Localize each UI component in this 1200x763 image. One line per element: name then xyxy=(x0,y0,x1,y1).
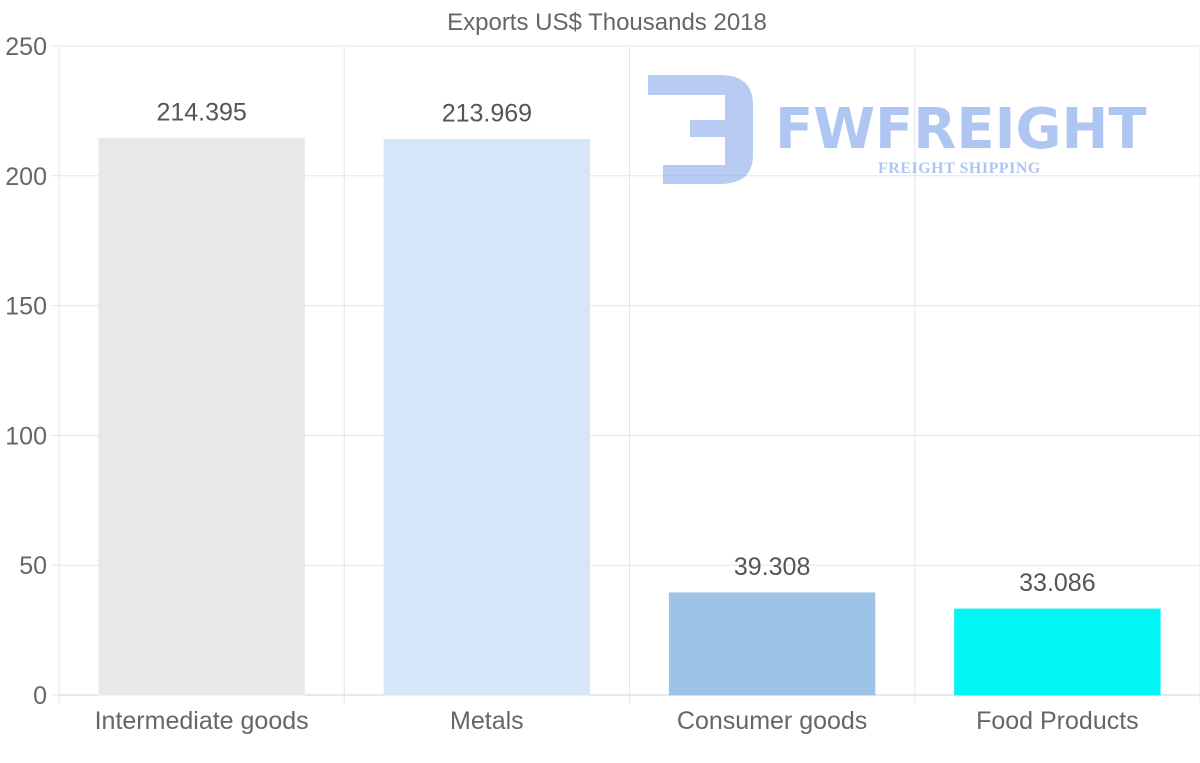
bar xyxy=(954,608,1161,696)
x-tick-label: Food Products xyxy=(976,707,1139,735)
data-label: 33.086 xyxy=(1019,569,1095,597)
bar xyxy=(383,139,591,696)
watermark-brand: FWFREIGHT xyxy=(775,97,1147,162)
y-tick-label: 50 xyxy=(19,552,47,580)
chart-title: Exports US$ Thousands 2018 xyxy=(447,9,767,36)
data-label: 214.395 xyxy=(156,98,246,126)
y-tick-label: 100 xyxy=(5,422,47,450)
x-axis-labels: Intermediate goods Metals Consumer goods Fo… xyxy=(95,707,1139,735)
y-tick-label: 250 xyxy=(5,33,47,61)
x-tick-label: Consumer goods xyxy=(677,707,867,735)
data-label: 39.308 xyxy=(734,553,810,581)
y-tick-label: 150 xyxy=(5,293,47,321)
watermark: FWFREIGHT FREIGHT SHIPPING xyxy=(648,75,1147,184)
x-tick-label: Metals xyxy=(450,707,524,735)
watermark-logo-icon xyxy=(648,75,753,184)
watermark-tagline: FREIGHT SHIPPING xyxy=(878,160,1041,177)
data-labels: 214.395 213.969 39.308 33.086 xyxy=(156,98,1095,597)
bars xyxy=(98,137,1161,696)
bar xyxy=(668,592,876,696)
y-tick-label: 0 xyxy=(33,682,47,710)
y-tick-label: 200 xyxy=(5,163,47,191)
x-tick-label: Intermediate goods xyxy=(95,707,309,735)
y-axis-ticks: 0 50 100 150 200 250 xyxy=(5,33,47,710)
bar xyxy=(98,137,305,696)
data-label: 213.969 xyxy=(442,100,532,128)
